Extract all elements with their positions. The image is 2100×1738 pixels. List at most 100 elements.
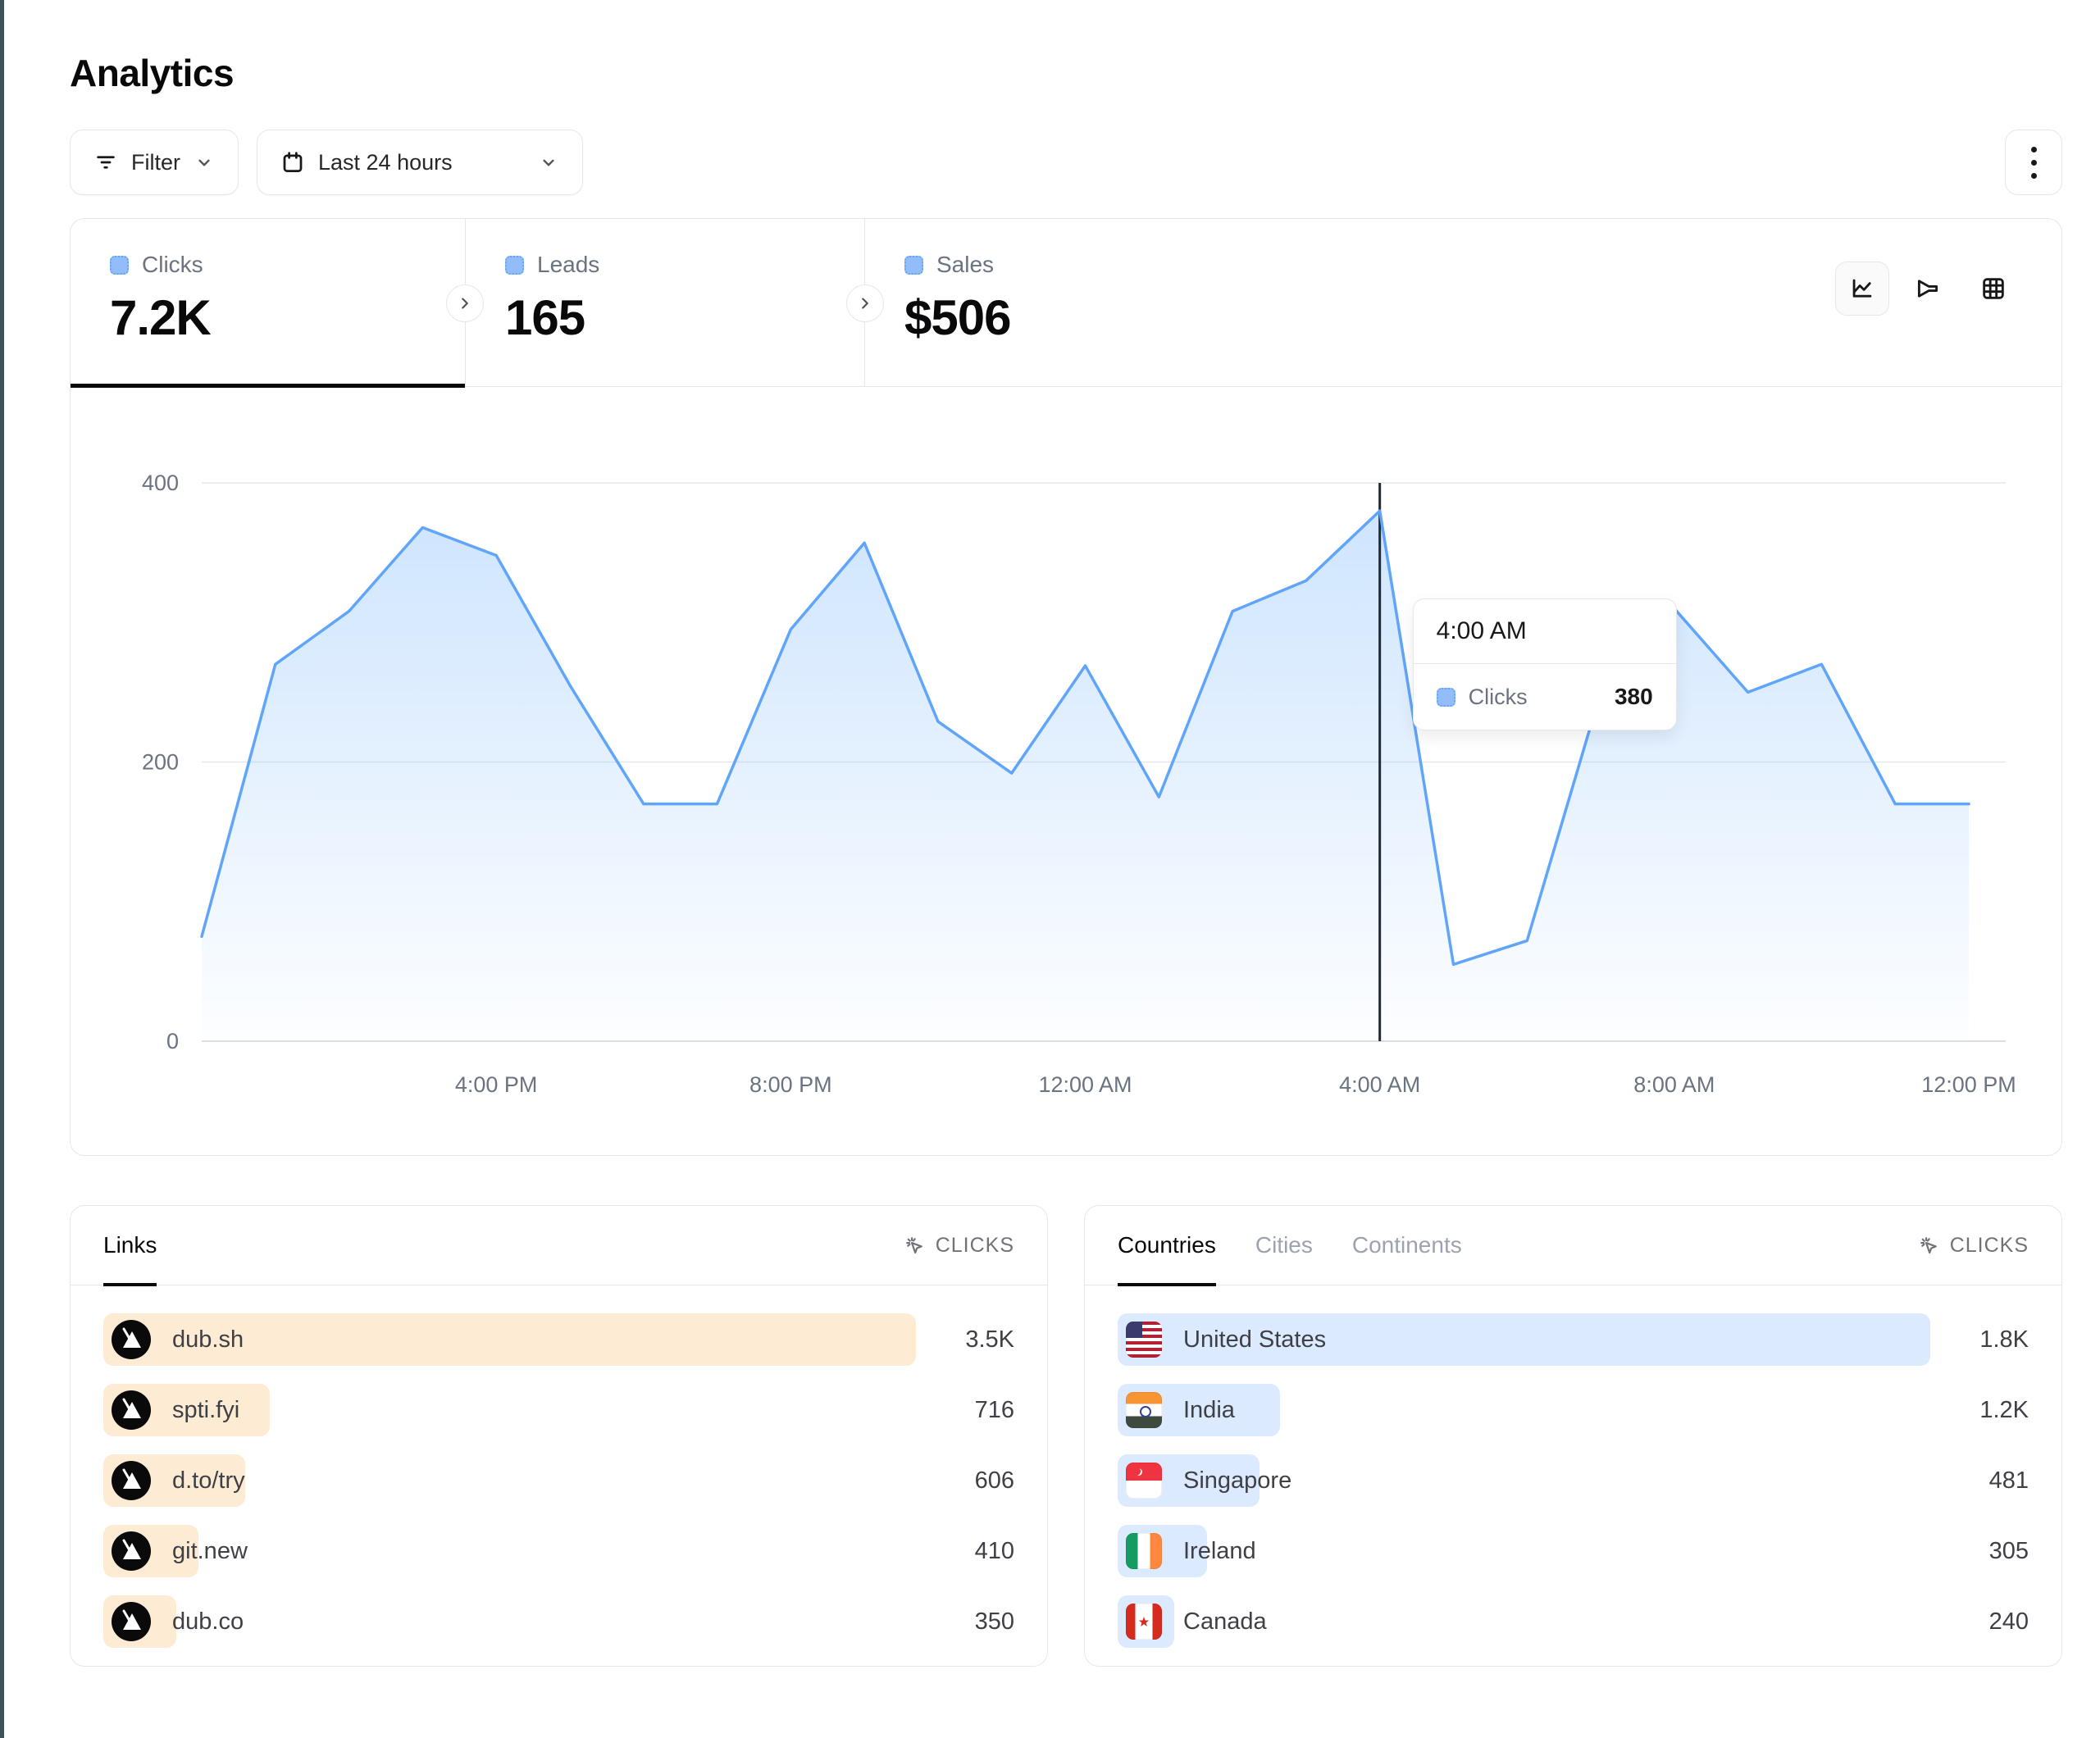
dub-logo-avatar (112, 1390, 151, 1430)
line-chart-view-button[interactable] (1835, 262, 1889, 316)
tab-continents[interactable]: Continents (1351, 1232, 1462, 1258)
chevron-down-icon (194, 152, 215, 173)
link-row-d-to-try[interactable]: d.to/try 606 (103, 1454, 1014, 1507)
chevron-down-icon (538, 152, 559, 173)
country-clicks-value: 305 (1988, 1537, 2029, 1564)
country-clicks-value: 1.8K (1979, 1326, 2029, 1353)
window-edge-strip (0, 0, 4, 1738)
tab-clicks[interactable]: Clicks 7.2K (71, 219, 465, 388)
table-view-button[interactable] (1966, 262, 2020, 316)
svg-text:0: 0 (166, 1029, 179, 1053)
country-row-singapore[interactable]: Singapore 481 (1118, 1454, 2029, 1507)
tooltip-legend-square (1436, 687, 1455, 707)
stats-tabs-row: Clicks 7.2K Leads 165 Sales $506 (71, 219, 2061, 388)
chart-tooltip: 4:00 AM Clicks 380 (1412, 598, 1677, 730)
kebab-icon (2030, 146, 2037, 152)
analytics-card: Clicks 7.2K Leads 165 Sales $506 (70, 218, 2062, 1156)
clicks-area-chart[interactable]: 0 200 400 4:00 PM 8:00 PM 12:00 AM 4:00 AM 8:00… (71, 387, 2061, 1155)
link-label: spti.fyi (172, 1396, 240, 1423)
tooltip-value: 380 (1614, 684, 1653, 709)
clicks-tab-value: 7.2K (110, 290, 212, 345)
country-label: Singapore (1183, 1467, 1292, 1494)
country-row-canada[interactable]: Canada 240 (1118, 1595, 2029, 1648)
country-label: Canada (1183, 1608, 1267, 1635)
leads-legend-square (505, 255, 524, 275)
link-row-spti-fyi[interactable]: spti.fyi 716 (103, 1384, 1014, 1436)
dub-logo-avatar (112, 1461, 151, 1500)
svg-text:200: 200 (142, 750, 179, 775)
funnel-view-button[interactable] (1901, 262, 1955, 316)
country-row-ireland[interactable]: Ireland 305 (1118, 1525, 2029, 1577)
geo-metric-selector[interactable]: CLICKS (1917, 1234, 2029, 1258)
chart-canvas: 0 200 400 4:00 PM 8:00 PM 12:00 AM 4:00 AM 8:00… (142, 471, 2016, 1097)
india-flag-icon (1126, 1392, 1162, 1428)
tooltip-series-label: Clicks (1468, 684, 1528, 709)
link-label: d.to/try (172, 1467, 245, 1494)
page-title: Analytics (70, 52, 235, 94)
links-panel: Links CLICKS dub.sh 3.5K (70, 1205, 1048, 1667)
filter-button[interactable]: Filter (70, 130, 239, 195)
sales-tab-value: $506 (904, 290, 1011, 345)
link-clicks-value: 350 (974, 1608, 1014, 1635)
svg-text:12:00 PM: 12:00 PM (1921, 1072, 2016, 1097)
dub-logo-avatar (112, 1602, 151, 1641)
more-options-button[interactable] (2005, 130, 2062, 195)
tab-countries[interactable]: Countries (1118, 1206, 1216, 1286)
link-row-git-new[interactable]: git.new 410 (103, 1525, 1014, 1577)
dub-logo-avatar (112, 1531, 151, 1571)
sales-legend-square (904, 255, 923, 275)
canada-flag-icon (1126, 1604, 1162, 1640)
country-label: United States (1183, 1326, 1327, 1353)
country-label: Ireland (1183, 1537, 1256, 1564)
country-row-united-states[interactable]: United States 1.8K (1118, 1313, 2029, 1366)
us-flag-icon (1126, 1322, 1162, 1358)
filter-icon (93, 150, 118, 175)
date-range-button[interactable]: Last 24 hours (257, 130, 583, 195)
sales-tab-label: Sales (936, 252, 995, 277)
country-clicks-value: 240 (1988, 1608, 2029, 1635)
singapore-flag-icon (1126, 1463, 1162, 1499)
country-clicks-value: 481 (1988, 1467, 2029, 1494)
svg-text:400: 400 (142, 471, 179, 495)
expand-leads-chevron[interactable] (846, 284, 884, 322)
filter-button-label: Filter (131, 149, 180, 175)
link-row-dub-co[interactable]: dub.co 350 (103, 1595, 1014, 1648)
calendar-icon (280, 150, 305, 175)
svg-text:4:00 PM: 4:00 PM (455, 1072, 538, 1097)
tab-cities[interactable]: Cities (1255, 1232, 1313, 1258)
country-label: India (1183, 1396, 1235, 1423)
country-clicks-value: 1.2K (1979, 1396, 2029, 1423)
tab-sales[interactable]: Sales $506 (864, 219, 2061, 386)
svg-text:4:00 AM: 4:00 AM (1339, 1072, 1420, 1097)
analytics-page: Analytics Filter Last 24 hours (0, 0, 2100, 1667)
chevron-right-icon (462, 298, 468, 309)
ireland-flag-icon (1126, 1533, 1162, 1569)
chart-type-toggle (1835, 262, 2020, 316)
tab-leads[interactable]: Leads 165 (465, 219, 864, 386)
geo-metric-label: CLICKS (1949, 1233, 2029, 1257)
cursor-click-icon (1920, 1237, 1937, 1254)
links-metric-selector[interactable]: CLICKS (903, 1234, 1014, 1258)
link-clicks-value: 606 (974, 1467, 1014, 1494)
svg-text:8:00 PM: 8:00 PM (749, 1072, 832, 1097)
link-row-dub-sh[interactable]: dub.sh 3.5K (103, 1313, 1014, 1366)
toolbar: Filter Last 24 hours (70, 130, 2062, 195)
svg-text:8:00 AM: 8:00 AM (1633, 1072, 1715, 1097)
chevron-right-icon (862, 298, 868, 309)
leads-tab-value: 165 (505, 290, 585, 345)
links-metric-label: CLICKS (935, 1233, 1014, 1257)
dub-logo-avatar (112, 1320, 151, 1359)
leads-tab-label: Leads (537, 252, 600, 277)
expand-clicks-chevron[interactable] (446, 284, 484, 322)
link-label: git.new (172, 1537, 248, 1564)
cursor-click-icon (905, 1237, 922, 1254)
tab-links[interactable]: Links (103, 1206, 157, 1286)
tooltip-time: 4:00 AM (1413, 599, 1676, 664)
country-bar (1118, 1313, 1930, 1366)
countries-list: United States 1.8K India 1.2K (1085, 1285, 2061, 1648)
table-grid-icon (1983, 278, 2004, 299)
country-row-india[interactable]: India 1.2K (1118, 1384, 2029, 1436)
link-clicks-value: 410 (974, 1537, 1014, 1564)
funnel-icon (1917, 280, 1938, 298)
link-clicks-value: 716 (974, 1396, 1014, 1423)
